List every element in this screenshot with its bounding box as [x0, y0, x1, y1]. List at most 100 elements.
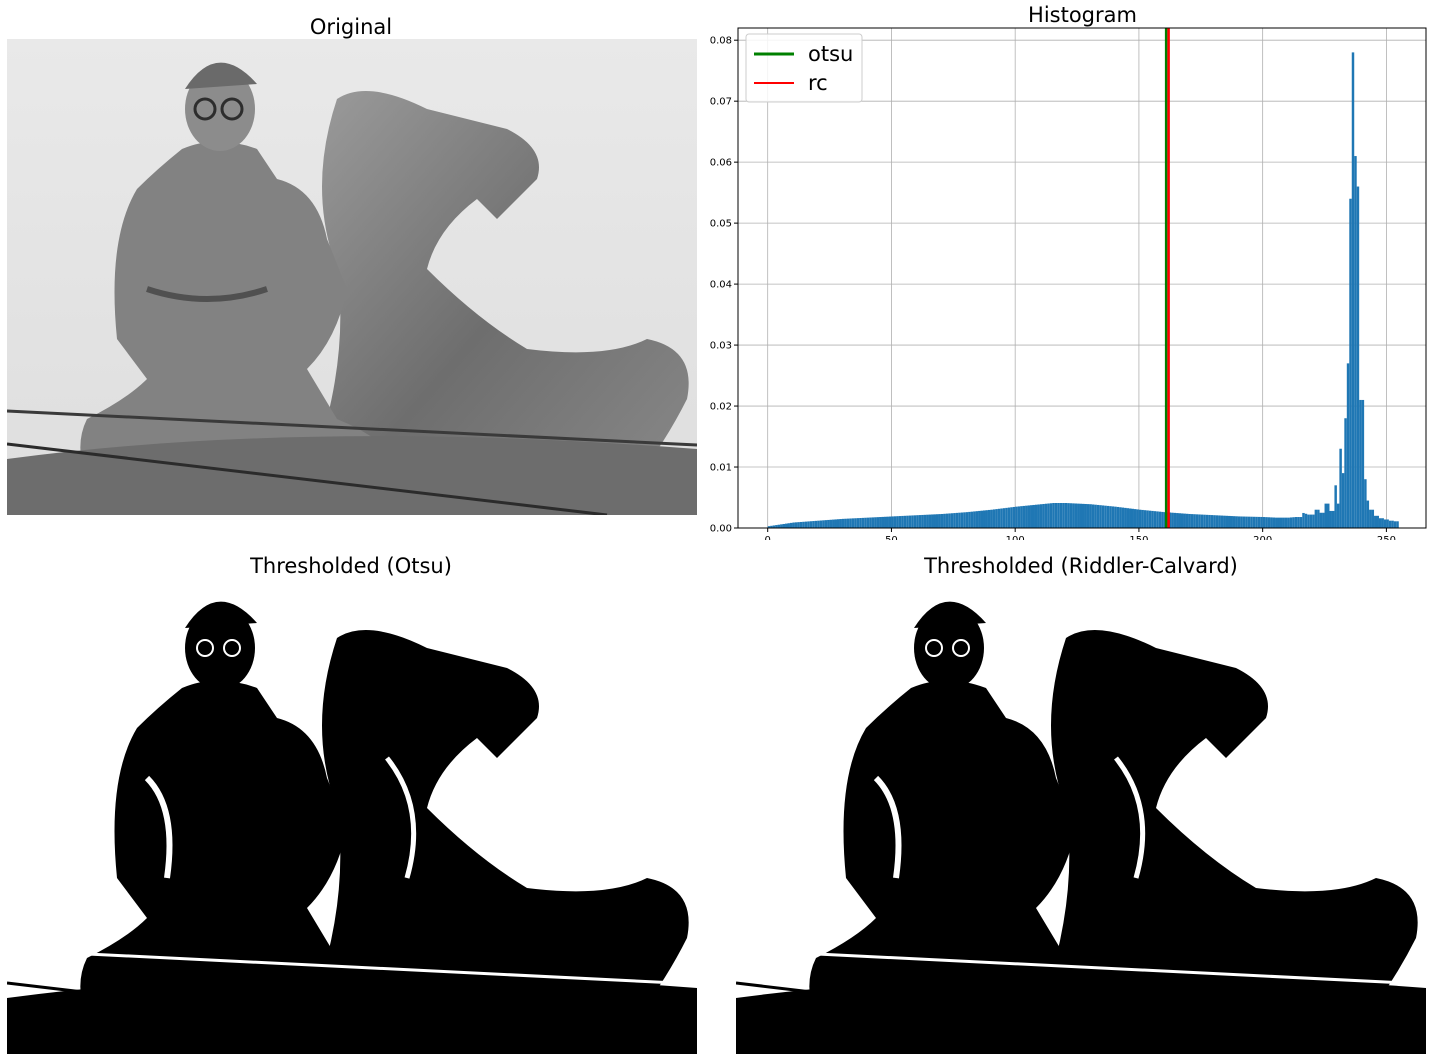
histogram-bar [968, 511, 971, 528]
histogram-bar [1099, 505, 1102, 528]
histogram-bar [921, 514, 924, 528]
histogram-bar [1000, 508, 1003, 528]
histogram-bar [829, 519, 833, 528]
histogram-bar [973, 511, 976, 528]
histogram-bar [809, 521, 813, 528]
histogram-bar [1240, 516, 1243, 528]
histogram-bar [1275, 517, 1278, 528]
histogram-bar [1178, 513, 1181, 528]
histogram-bar [1007, 507, 1011, 528]
histogram-bar [1153, 511, 1157, 528]
histogram-bar [1039, 504, 1043, 528]
x-tick-label: 200 [1253, 535, 1272, 540]
histogram-bar [933, 514, 936, 528]
histogram-bar [1208, 514, 1211, 528]
histogram-bar [990, 509, 993, 528]
histogram-bar [1329, 510, 1332, 528]
histogram-bar [898, 516, 902, 528]
histogram-bar [832, 519, 835, 528]
histogram-bar [1096, 504, 1100, 528]
histogram-bar [1141, 509, 1144, 528]
histogram-bar [945, 513, 949, 528]
histogram-bar [879, 517, 882, 528]
histogram-bar [1304, 513, 1308, 528]
histogram-bar [1232, 516, 1236, 528]
histogram-bar [928, 514, 932, 528]
histogram-bar [884, 516, 887, 528]
histogram-bar [1344, 418, 1347, 528]
histogram-bar [1376, 515, 1379, 528]
histogram-bar [1359, 399, 1362, 528]
histogram-bar [995, 509, 998, 528]
histogram-bar [797, 522, 800, 528]
histogram-bar [1260, 516, 1263, 528]
histogram-bar [1309, 514, 1313, 528]
histogram-bar [1158, 511, 1162, 528]
histogram-bar [1393, 521, 1397, 528]
grid [738, 28, 1426, 529]
histogram-bar [1361, 399, 1365, 528]
histogram-bar [935, 514, 939, 528]
histogram-bar [1289, 517, 1293, 528]
histogram-bar [824, 520, 828, 528]
histogram-bar [876, 517, 880, 528]
histogram-bar [1111, 506, 1115, 528]
histogram-bar [913, 515, 917, 528]
histogram-bar [1262, 517, 1266, 528]
histogram-bar [1378, 518, 1382, 528]
histogram-bar [1133, 509, 1137, 528]
histogram-bar [1267, 517, 1271, 528]
histogram-bar [1109, 506, 1112, 528]
histogram-bar [1381, 518, 1384, 528]
histogram-bar [1292, 517, 1295, 528]
histogram-bar [854, 518, 857, 528]
histogram-bar [864, 517, 867, 528]
y-tick-label: 0.05 [710, 219, 732, 230]
histogram-bar [1242, 516, 1246, 528]
histogram-bar [1331, 510, 1335, 528]
histogram-bar [1114, 506, 1117, 528]
histogram-bar [1235, 516, 1238, 528]
histogram-bar [1299, 517, 1303, 528]
histogram-bar [1067, 503, 1070, 528]
histogram-bar [1106, 505, 1110, 528]
histogram-bar [881, 516, 885, 528]
histogram-bar [1002, 508, 1006, 528]
histogram-bar [1270, 517, 1273, 528]
histogram-bar [846, 518, 850, 528]
histogram-bar [948, 513, 951, 528]
histogram-bar [1200, 514, 1204, 528]
histogram-bar [1005, 507, 1008, 528]
histogram-bar [1297, 517, 1300, 528]
histogram-bar [1302, 512, 1305, 528]
histogram-bar [963, 512, 966, 528]
histogram-bar [1180, 513, 1184, 528]
histogram-bar [983, 510, 986, 528]
histogram-bar [1250, 516, 1253, 528]
histogram-bar [1176, 513, 1179, 528]
histogram-bar [819, 520, 823, 528]
histogram-bar [903, 515, 907, 528]
histogram-bar [893, 516, 897, 528]
histogram-bar [1386, 519, 1389, 528]
histogram-bar [891, 516, 894, 528]
histogram-bar [1146, 510, 1149, 528]
histogram-bar [782, 523, 786, 528]
histogram-bar [785, 523, 788, 528]
histogram-bar [987, 509, 991, 528]
histogram-bar [874, 517, 877, 528]
histogram-bar [869, 517, 872, 528]
histogram-bar [1077, 503, 1080, 528]
histogram-bar [1034, 504, 1038, 528]
histogram-bar [1228, 515, 1231, 528]
histogram-bar [839, 519, 842, 528]
histogram-bar [1388, 520, 1392, 528]
histogram-bar [827, 519, 830, 528]
histogram-bar [861, 517, 865, 528]
histogram-bar [970, 511, 974, 528]
histogram-bar [807, 521, 810, 528]
histogram-bar [1391, 520, 1394, 528]
histogram-bar [1156, 511, 1159, 528]
histogram-bar [931, 514, 934, 528]
histogram-bar [940, 513, 944, 528]
